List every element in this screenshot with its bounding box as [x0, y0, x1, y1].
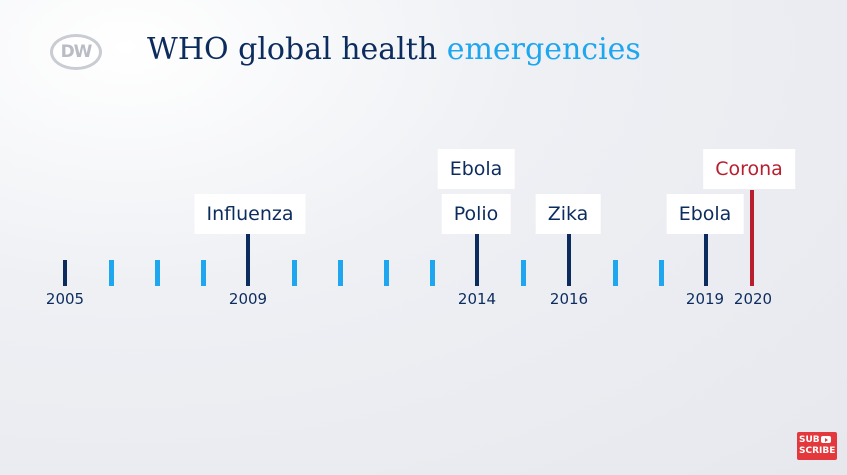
tick-2020 — [750, 190, 754, 286]
year-label: 2014 — [457, 290, 497, 308]
event-label: Polio — [441, 194, 511, 234]
page-title: WHO global health emergencies — [147, 28, 641, 72]
event-label: Ebola — [666, 194, 744, 234]
event-label: Zika — [535, 194, 601, 234]
tick-2010 — [292, 260, 297, 286]
tick-2005 — [63, 260, 67, 286]
tick-2016 — [567, 234, 571, 286]
title-highlight: emergencies — [446, 32, 641, 67]
title-main: WHO global health — [147, 32, 438, 67]
play-icon — [820, 436, 831, 443]
year-label: 2016 — [549, 290, 589, 308]
dw-logo: DW — [50, 34, 102, 70]
event-label: Ebola — [437, 149, 515, 189]
tick-2011 — [338, 260, 343, 286]
tick-2013 — [430, 260, 435, 286]
tick-2017 — [613, 260, 618, 286]
year-label: 2005 — [45, 290, 85, 308]
event-label: Influenza — [194, 194, 306, 234]
tick-2007 — [155, 260, 160, 286]
year-label: 2009 — [228, 290, 268, 308]
year-label: 2020 — [733, 290, 773, 308]
subscribe-line1: SUB — [799, 435, 820, 445]
tick-2018 — [659, 260, 664, 286]
tick-2008 — [201, 260, 206, 286]
event-label-highlight: Corona — [703, 149, 795, 189]
tick-2014 — [475, 234, 479, 286]
tick-2012 — [384, 260, 389, 286]
tick-2015 — [521, 260, 526, 286]
tick-2006 — [109, 260, 114, 286]
tick-2019 — [704, 234, 708, 286]
tick-2009 — [246, 234, 250, 286]
year-label: 2019 — [685, 290, 725, 308]
subscribe-line2: SCRIBE — [799, 446, 836, 456]
subscribe-button[interactable]: SUB SCRIBE — [797, 432, 837, 460]
